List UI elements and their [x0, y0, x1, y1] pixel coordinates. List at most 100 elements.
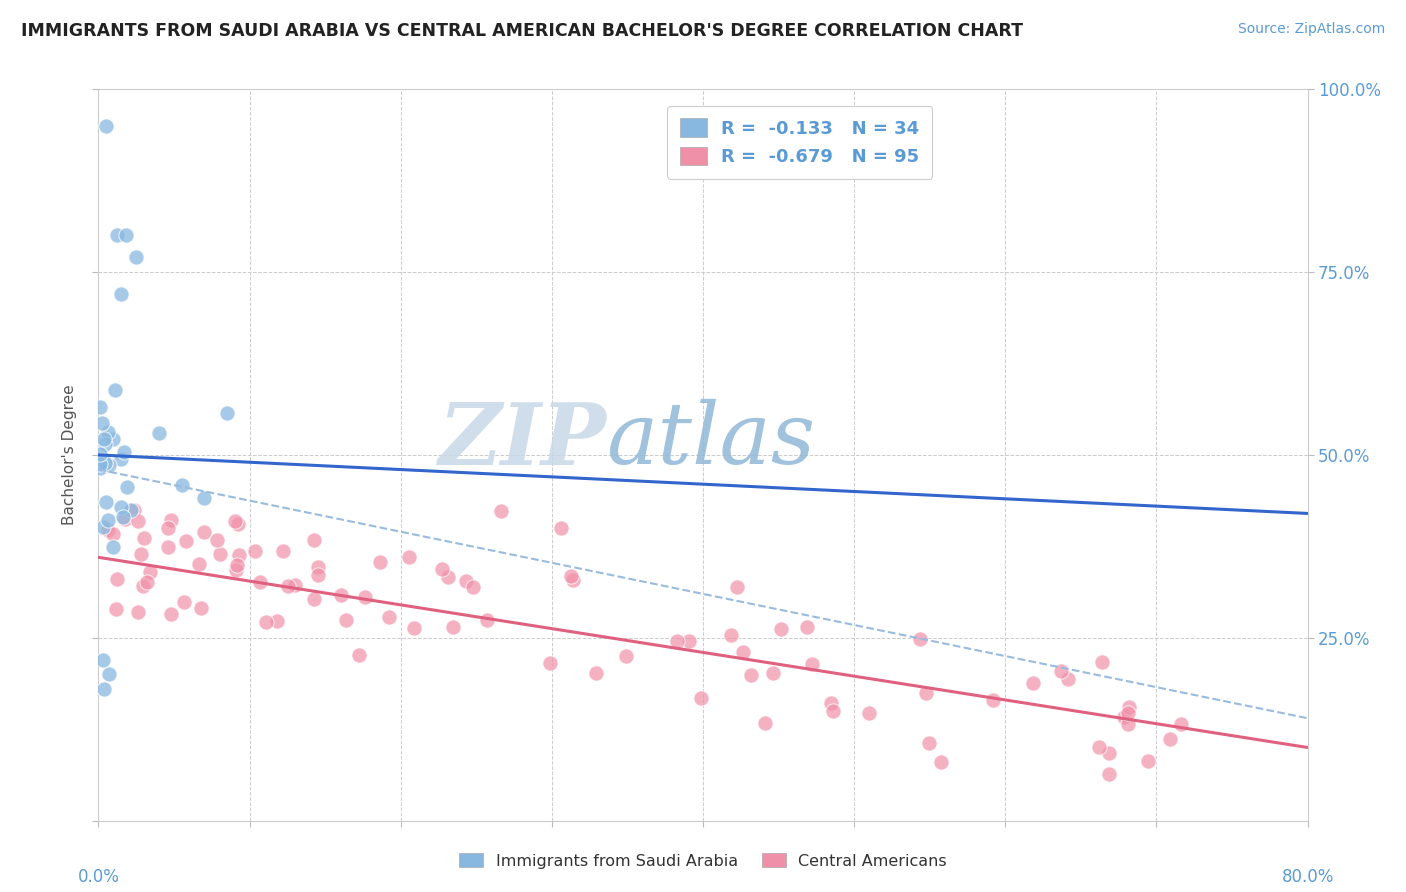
Point	[307, 567, 329, 582]
Point	[277, 579, 299, 593]
Point	[156, 521, 179, 535]
Point	[112, 509, 135, 524]
Point	[354, 591, 377, 605]
Point	[159, 607, 181, 622]
Point	[1170, 716, 1192, 731]
Point	[284, 577, 307, 591]
Point	[97, 667, 120, 681]
Point	[187, 557, 209, 571]
Point	[97, 425, 120, 439]
Point	[378, 609, 401, 624]
Point	[550, 521, 572, 535]
Point	[215, 405, 238, 419]
Point	[1137, 754, 1160, 768]
Point	[173, 595, 195, 609]
Point	[225, 563, 247, 577]
Point	[136, 574, 159, 589]
Point	[690, 691, 713, 706]
Point	[93, 432, 115, 446]
Point	[228, 548, 250, 562]
Point	[156, 540, 179, 554]
Point	[159, 513, 181, 527]
Text: atlas: atlas	[606, 399, 815, 482]
Point	[475, 613, 498, 627]
Point	[398, 550, 420, 565]
Point	[94, 119, 117, 133]
Point	[1118, 700, 1140, 714]
Text: Source: ZipAtlas.com: Source: ZipAtlas.com	[1237, 22, 1385, 37]
Point	[614, 648, 637, 663]
Point	[678, 633, 700, 648]
Point	[101, 432, 124, 446]
Point	[205, 533, 228, 547]
Point	[307, 559, 329, 574]
Point	[127, 514, 149, 528]
Point	[101, 541, 124, 555]
Text: IMMIGRANTS FROM SAUDI ARABIA VS CENTRAL AMERICAN BACHELOR'S DEGREE CORRELATION C: IMMIGRANTS FROM SAUDI ARABIA VS CENTRAL …	[21, 22, 1024, 40]
Point	[432, 561, 454, 575]
Point	[1022, 675, 1045, 690]
Point	[94, 436, 117, 450]
Point	[1116, 706, 1139, 720]
Point	[1088, 740, 1111, 755]
Point	[249, 575, 271, 590]
Point	[110, 287, 132, 301]
Point	[821, 705, 844, 719]
Point	[91, 653, 114, 667]
Point	[929, 755, 952, 769]
Point	[103, 527, 125, 541]
Y-axis label: Bachelor's Degree: Bachelor's Degree	[62, 384, 77, 525]
Point	[97, 513, 120, 527]
Point	[801, 657, 824, 671]
Point	[727, 580, 749, 594]
Point	[190, 601, 212, 615]
Point	[562, 573, 585, 587]
Point	[132, 532, 155, 546]
Point	[115, 480, 138, 494]
Point	[125, 251, 148, 265]
Point	[110, 500, 132, 515]
Point	[456, 574, 478, 588]
Point	[266, 614, 288, 628]
Point	[347, 648, 370, 662]
Point	[225, 558, 247, 572]
Point	[132, 579, 155, 593]
Point	[193, 524, 215, 539]
Point	[208, 547, 231, 561]
Point	[107, 572, 129, 586]
Point	[104, 602, 127, 616]
Point	[441, 620, 464, 634]
Text: 0.0%: 0.0%	[77, 868, 120, 886]
Point	[254, 615, 277, 630]
Point	[437, 570, 460, 584]
Legend: Immigrants from Saudi Arabia, Central Americans: Immigrants from Saudi Arabia, Central Am…	[453, 847, 953, 875]
Point	[796, 619, 818, 633]
Point	[114, 512, 136, 526]
Point	[329, 588, 352, 602]
Point	[733, 645, 755, 659]
Point	[461, 580, 484, 594]
Point	[917, 736, 939, 750]
Point	[224, 514, 246, 528]
Point	[114, 228, 136, 243]
Point	[820, 696, 842, 710]
Point	[90, 416, 112, 430]
Point	[89, 447, 111, 461]
Point	[770, 623, 793, 637]
Point	[93, 681, 115, 696]
Point	[89, 457, 111, 471]
Point	[402, 621, 425, 635]
Point	[271, 544, 294, 558]
Point	[193, 491, 215, 505]
Point	[370, 555, 392, 569]
Point	[110, 451, 132, 466]
Point	[127, 606, 149, 620]
Point	[89, 401, 111, 415]
Point	[538, 656, 561, 670]
Point	[1116, 717, 1139, 731]
Point	[491, 504, 513, 518]
Point	[1112, 710, 1135, 724]
Point	[981, 692, 1004, 706]
Point	[302, 592, 325, 607]
Text: ZIP: ZIP	[439, 399, 606, 482]
